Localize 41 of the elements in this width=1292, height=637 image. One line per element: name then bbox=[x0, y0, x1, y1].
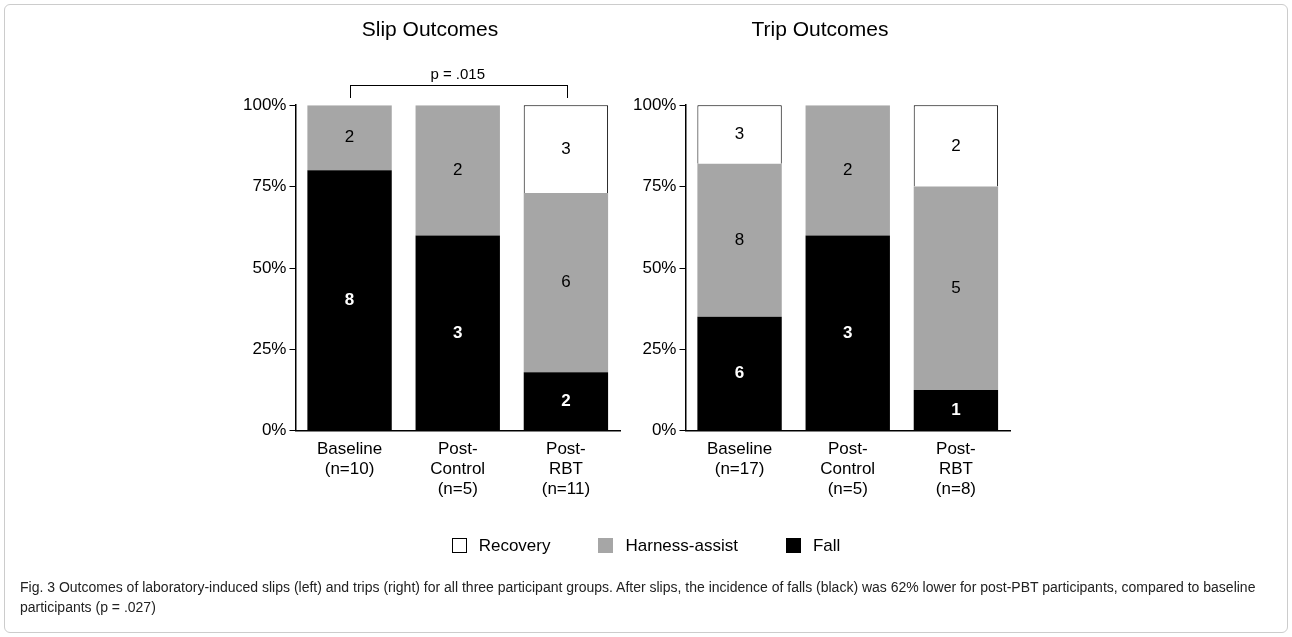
annotation: 3 bbox=[734, 124, 745, 144]
annotation: 6 bbox=[734, 363, 745, 383]
x-tick-label: Baseline (n=10) bbox=[316, 438, 383, 479]
x-tick-label: Baseline (n=17) bbox=[706, 438, 773, 479]
annotation: 2 bbox=[344, 127, 355, 147]
annotation: 6 bbox=[561, 272, 571, 292]
y-tick-label: 100% bbox=[243, 94, 287, 114]
bar bbox=[805, 105, 890, 236]
annotation: 8 bbox=[344, 290, 355, 309]
caption: Fig. 3 Outcomes of laboratory-induced slips (left) and trips (right) for all three participant groups. After slips, the incidence of falls (black) was 62% lower for post-PBT participants, compared to baseline participants (p = .027) bbox=[20, 578, 1257, 617]
annotation: 5 bbox=[951, 278, 961, 298]
y-tick-label: 0% bbox=[651, 420, 677, 440]
x-tick-label: Post- Control (n=5) bbox=[430, 438, 486, 499]
y-tick-label: 75% bbox=[252, 176, 287, 196]
legend-label: Recovery bbox=[477, 536, 551, 556]
x-tick-label: Post- RBT (n=11) bbox=[541, 438, 591, 499]
legend-label: Fall bbox=[811, 536, 841, 556]
x-tick-label: Post- Control (n=5) bbox=[820, 438, 876, 499]
legend-label: Harness-assist bbox=[624, 536, 738, 556]
chart-title: Trip Outcomes bbox=[751, 17, 889, 41]
annotation: 3 bbox=[561, 138, 571, 158]
y-tick-label: 50% bbox=[252, 257, 287, 277]
y-tick-label: 25% bbox=[252, 339, 287, 359]
y-tick-label: 50% bbox=[642, 257, 677, 277]
annotation: 3 bbox=[843, 322, 853, 342]
chart-title: Slip Outcomes bbox=[361, 17, 499, 41]
annotation: 2 bbox=[951, 135, 961, 155]
text: p = .015 bbox=[430, 65, 486, 83]
y-tick-label: 25% bbox=[642, 339, 677, 359]
y-tick-label: 0% bbox=[261, 420, 287, 440]
annotation: 2 bbox=[561, 390, 571, 410]
y-tick-label: 75% bbox=[642, 176, 677, 196]
annotation: 2 bbox=[843, 160, 853, 180]
annotation: 3 bbox=[453, 322, 463, 342]
x-tick-label: Post- RBT (n=8) bbox=[935, 438, 976, 499]
bar bbox=[307, 105, 392, 171]
annotation: 8 bbox=[734, 230, 745, 250]
y-tick-label: 100% bbox=[633, 94, 677, 114]
bar bbox=[415, 105, 500, 236]
annotation: 1 bbox=[951, 399, 961, 419]
annotation: 2 bbox=[453, 160, 463, 180]
